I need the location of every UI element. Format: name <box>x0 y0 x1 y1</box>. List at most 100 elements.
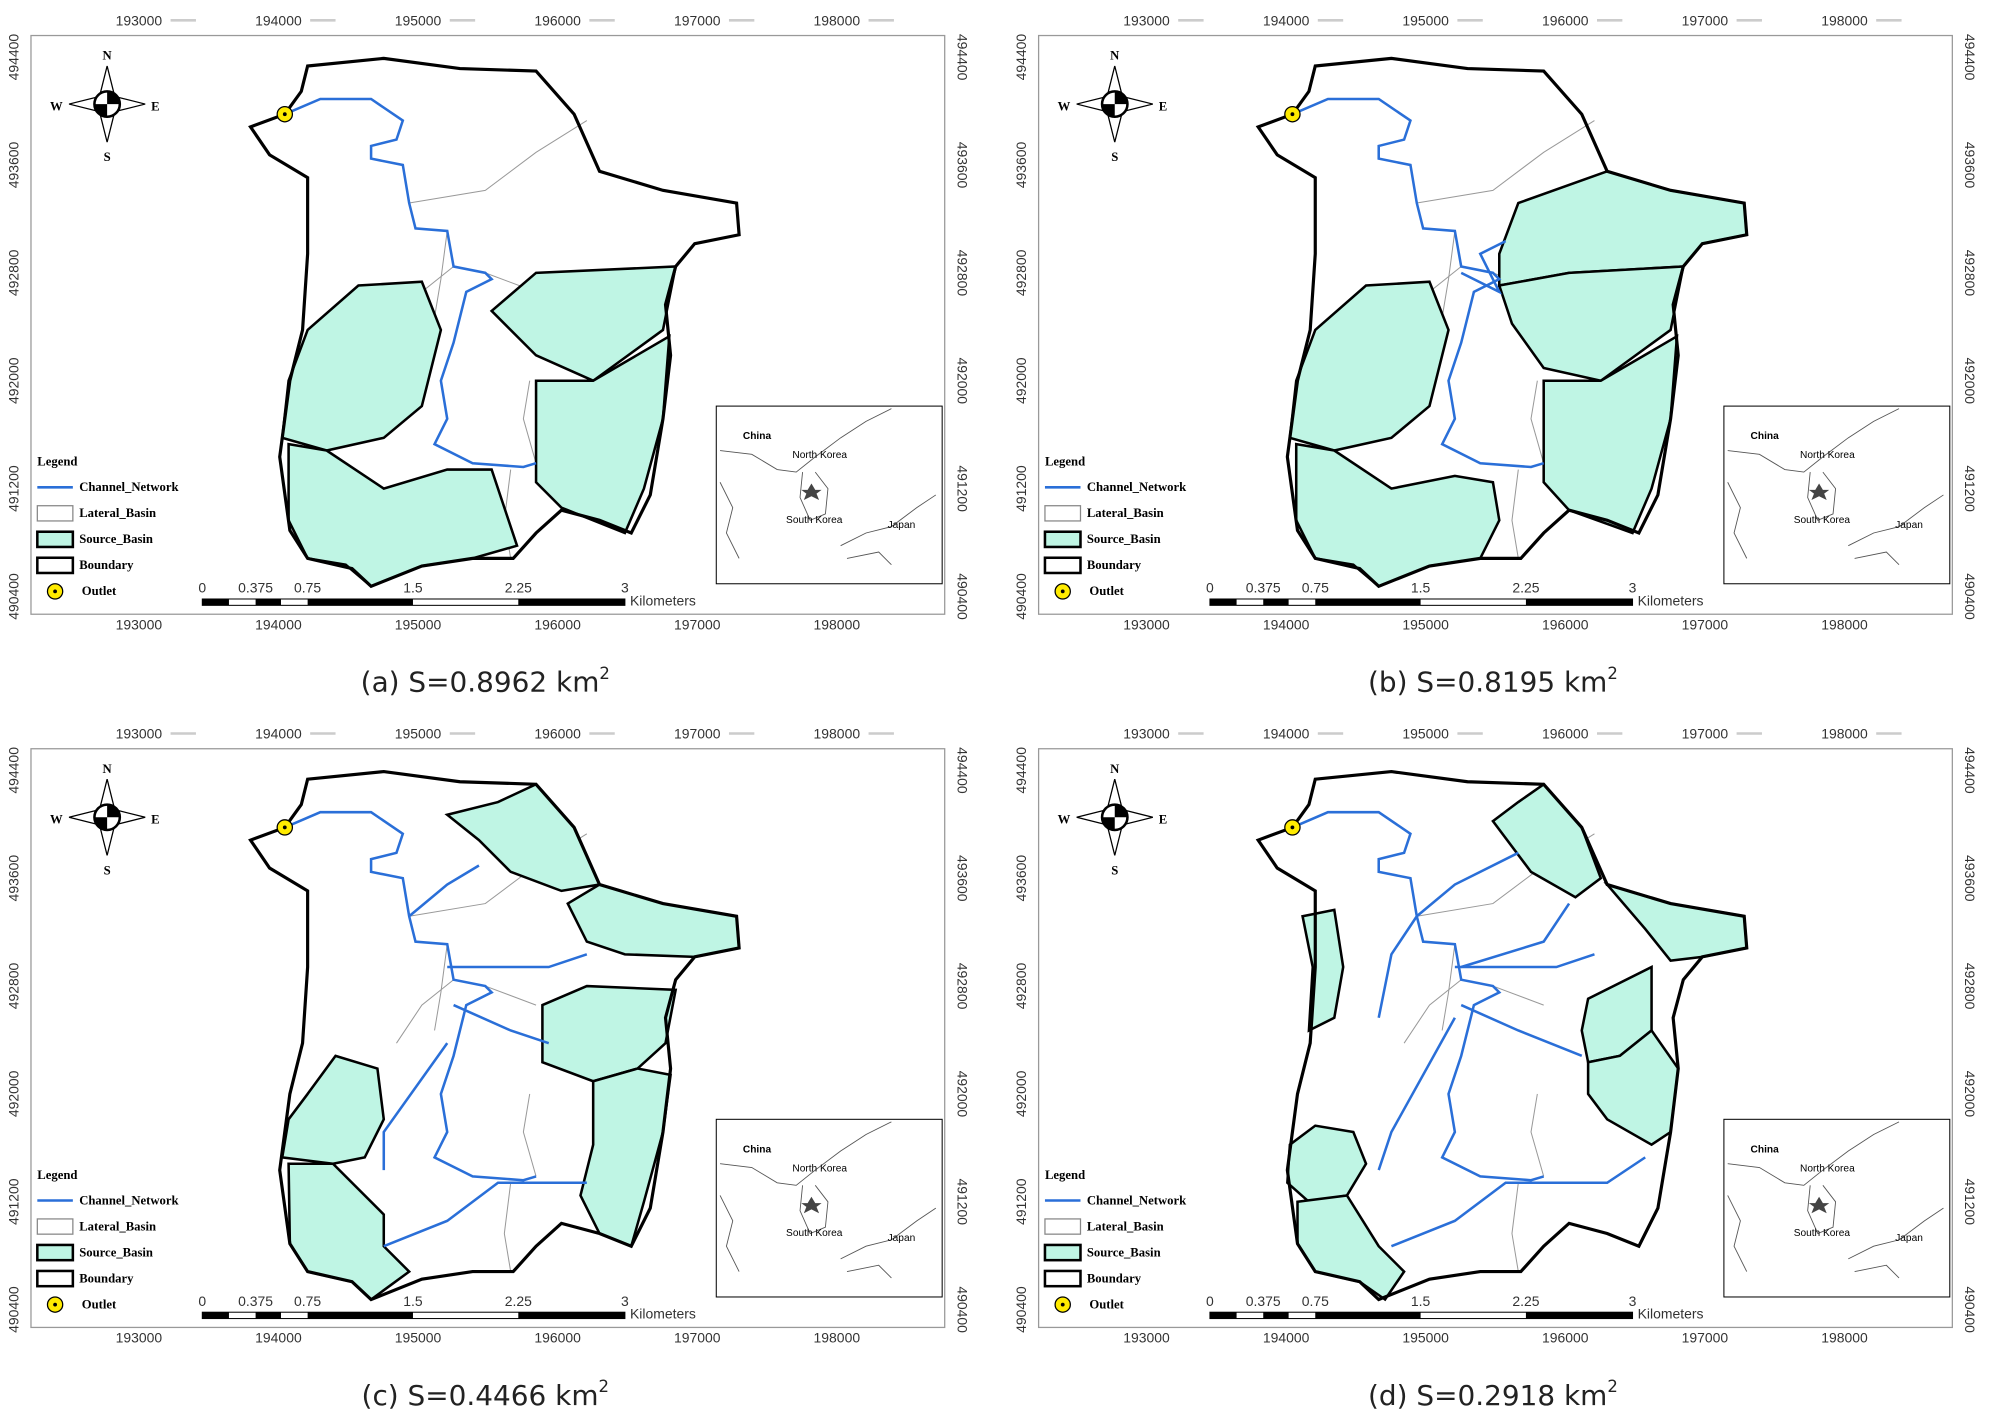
scale-segment <box>307 598 413 606</box>
compass-e: E <box>151 99 159 113</box>
legend-label: Channel_Network <box>1087 1193 1187 1207</box>
lateral-basin-line <box>1492 985 1544 1006</box>
map-panel: 193000 193000 194000 194000 195000 195000 1960… <box>5 12 970 698</box>
y-tick-label: 494400 <box>1013 747 1029 794</box>
inset-coast <box>1727 1121 1944 1279</box>
inset-frame <box>715 1118 943 1298</box>
source-basin <box>489 265 678 383</box>
lateral-basin-line <box>1530 380 1545 464</box>
lateral-basin-line <box>485 985 537 1006</box>
x-tick-label: 194000 <box>1263 1330 1310 1346</box>
x-tick-label: 196000 <box>1542 726 1589 742</box>
scale-label: 0.75 <box>1302 1293 1329 1309</box>
legend-label: Outlet <box>82 584 117 598</box>
caption-superscript: 2 <box>599 664 610 683</box>
x-tick-label: 196000 <box>534 616 581 632</box>
x-tick-label: 193000 <box>116 12 163 28</box>
x-tick-label: 195000 <box>1402 1330 1449 1346</box>
scale-label: 2.25 <box>1512 1293 1539 1309</box>
inset-star <box>1808 483 1830 501</box>
lateral-basin-line <box>434 230 448 318</box>
y-tick-label: 494400 <box>954 747 970 794</box>
channel <box>1454 953 1595 969</box>
x-tick-label: 195000 <box>395 616 442 632</box>
x-tick-label: 197000 <box>1682 1330 1729 1346</box>
legend-label: Lateral_Basin <box>1087 1219 1164 1233</box>
channel <box>408 864 480 918</box>
inset-label: China <box>743 431 772 442</box>
x-tick-label: 193000 <box>116 616 163 632</box>
legend-label: Lateral_Basin <box>79 1219 156 1233</box>
channel <box>1460 1003 1583 1058</box>
inset-label: North Korea <box>1800 450 1855 461</box>
legend-label: Outlet <box>1089 584 1124 598</box>
x-tick-label: 198000 <box>1821 1330 1868 1346</box>
compass-e: E <box>1159 99 1167 113</box>
legend-label: Boundary <box>79 558 134 572</box>
compass-n: N <box>1110 49 1119 63</box>
scale-label: 3 <box>1629 580 1637 596</box>
x-tick-label: 194000 <box>255 1330 302 1346</box>
y-tick-label: 490400 <box>954 1286 970 1333</box>
channel <box>1460 239 1507 295</box>
y-tick-label: 492800 <box>954 963 970 1010</box>
scale-label: 3 <box>621 580 629 596</box>
y-tick-label: 491200 <box>954 1179 970 1226</box>
y-tick-label: 491200 <box>5 1178 21 1225</box>
y-tick-label: 492000 <box>1013 357 1029 404</box>
scale-segment <box>1209 598 1237 606</box>
y-tick-label: 493600 <box>954 142 970 189</box>
scale-segment <box>255 598 281 606</box>
legend-label: Outlet <box>1089 1297 1124 1311</box>
lateral-basin-line <box>1441 944 1456 1031</box>
y-tick-label: 490400 <box>1013 1286 1029 1333</box>
watershed-boundary <box>248 56 741 589</box>
y-tick-label: 494400 <box>5 34 21 81</box>
legend-swatch <box>36 1269 75 1288</box>
source-basin <box>534 333 671 535</box>
scale-label: 2.25 <box>505 1293 532 1309</box>
source-basin <box>1491 782 1603 899</box>
y-tick-label: 492000 <box>1962 1071 1978 1118</box>
legend-label: Channel_Network <box>79 480 179 494</box>
y-tick-label: 493600 <box>1013 141 1029 188</box>
x-tick-label: 193000 <box>1123 726 1170 742</box>
y-tick-label: 492000 <box>954 357 970 404</box>
y-tick-label: 492800 <box>1013 963 1029 1010</box>
x-tick-label: 195000 <box>1402 616 1449 632</box>
compass-n: N <box>1110 762 1119 776</box>
scale-segment <box>1525 1312 1633 1319</box>
x-tick-label: 194000 <box>1263 726 1310 742</box>
x-tick-label: 195000 <box>1402 726 1449 742</box>
inset-label: South Korea <box>786 515 843 526</box>
lateral-basin-line <box>1530 1093 1545 1177</box>
scale-label: 2.25 <box>505 580 532 596</box>
compass-s: S <box>1111 863 1118 877</box>
y-tick-label: 490400 <box>1962 573 1978 620</box>
x-tick-label: 193000 <box>116 726 163 742</box>
channel <box>1377 915 1418 1019</box>
legend-label: Boundary <box>1087 558 1142 572</box>
compass-w: W <box>1058 99 1071 113</box>
inset-frame <box>1723 405 1951 585</box>
inset-label: China <box>1751 431 1780 442</box>
x-tick-label: 197000 <box>1682 12 1729 28</box>
source-basin <box>1542 333 1679 535</box>
source-basin <box>1497 265 1685 383</box>
x-tick-label: 198000 <box>1821 616 1868 632</box>
inset-label: South Korea <box>1794 515 1851 526</box>
x-tick-label: 195000 <box>395 12 442 28</box>
scale-segment <box>202 598 229 606</box>
legend-swatch <box>53 589 57 594</box>
caption-superscript: 2 <box>599 1377 610 1396</box>
caption: (b) S=0.8195 km2 <box>1368 664 1618 699</box>
watershed-boundary <box>1255 56 1749 589</box>
legend-swatch <box>1044 1218 1082 1235</box>
channel <box>1377 1017 1456 1171</box>
legend-label: Source_Basin <box>1087 1245 1161 1259</box>
lateral-basin-line <box>434 944 448 1031</box>
scale-label: 0.75 <box>294 1293 321 1309</box>
scale-label: 0 <box>1206 580 1214 596</box>
legend-swatch <box>36 1218 74 1235</box>
channel <box>382 1042 449 1171</box>
